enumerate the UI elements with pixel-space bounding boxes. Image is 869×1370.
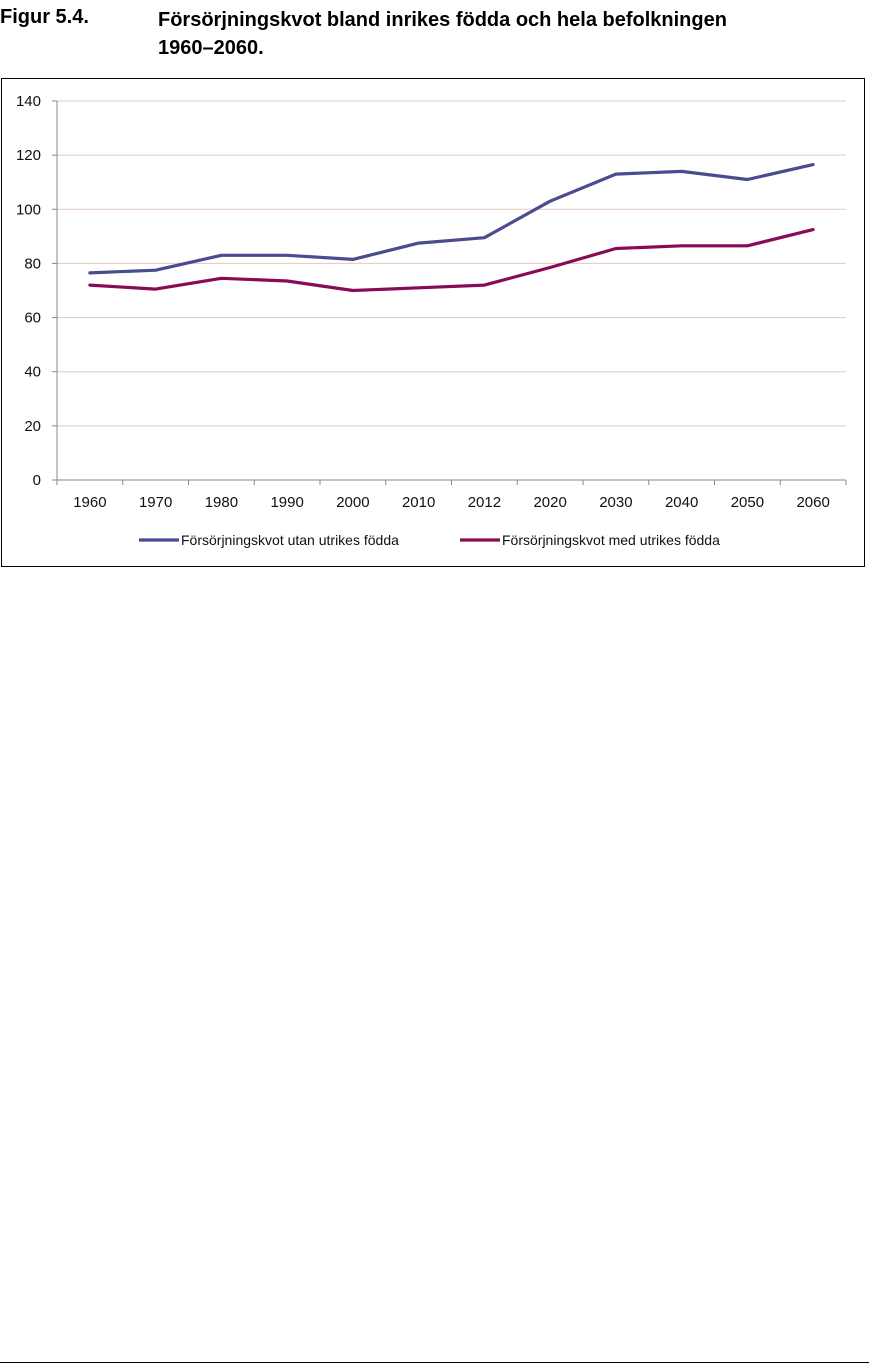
x-tick-label: 1960 — [73, 494, 106, 511]
figure-title-line-1: Försörjningskvot bland inrikes födda och… — [158, 9, 727, 31]
y-tick-label: 40 — [24, 364, 41, 381]
x-tick-label: 2020 — [533, 494, 566, 511]
x-tick-label: 2030 — [599, 494, 632, 511]
x-tick-label: 2010 — [402, 494, 435, 511]
y-tick-label: 100 — [16, 201, 41, 218]
y-tick-label: 80 — [24, 255, 41, 272]
figure-title-line-2: 1960–2060. — [158, 37, 264, 59]
figure-caption: Figur 5.4. Försörjningskvot bland inrike… — [0, 6, 860, 62]
legend-label: Försörjningskvot med utrikes födda — [502, 532, 720, 548]
y-tick-label: 20 — [24, 418, 41, 435]
x-tick-label: 2060 — [796, 494, 829, 511]
x-tick-label: 1990 — [270, 494, 303, 511]
x-tick-label: 2000 — [336, 494, 369, 511]
page-footer-rule — [0, 1362, 869, 1363]
y-tick-label: 0 — [33, 472, 41, 489]
figure-number: Figur 5.4. — [0, 6, 89, 28]
y-tick-label: 120 — [16, 147, 41, 164]
gridlines — [57, 100, 846, 427]
x-tick-label: 2012 — [468, 494, 501, 511]
x-tick-label: 1970 — [139, 494, 172, 511]
y-tick-label: 60 — [24, 310, 41, 327]
series-line-1 — [88, 162, 815, 275]
x-tick-label: 2050 — [731, 494, 764, 511]
chart-frame: 0 20 40 60 80 100 120 140 1960 1970 1980 1990 2000 20… — [1, 78, 865, 567]
series-line-2 — [88, 228, 815, 293]
y-tick-label: 140 — [16, 93, 41, 110]
legend-label: Försörjningskvot utan utrikes födda — [181, 532, 399, 548]
legend: Försörjningskvot utan utrikes födda Försö… — [139, 532, 720, 548]
x-tick-label: 2040 — [665, 494, 698, 511]
figure-title: Försörjningskvot bland inrikes födda och… — [158, 6, 858, 62]
x-tick-label: 1980 — [205, 494, 238, 511]
series-lines — [88, 162, 815, 293]
